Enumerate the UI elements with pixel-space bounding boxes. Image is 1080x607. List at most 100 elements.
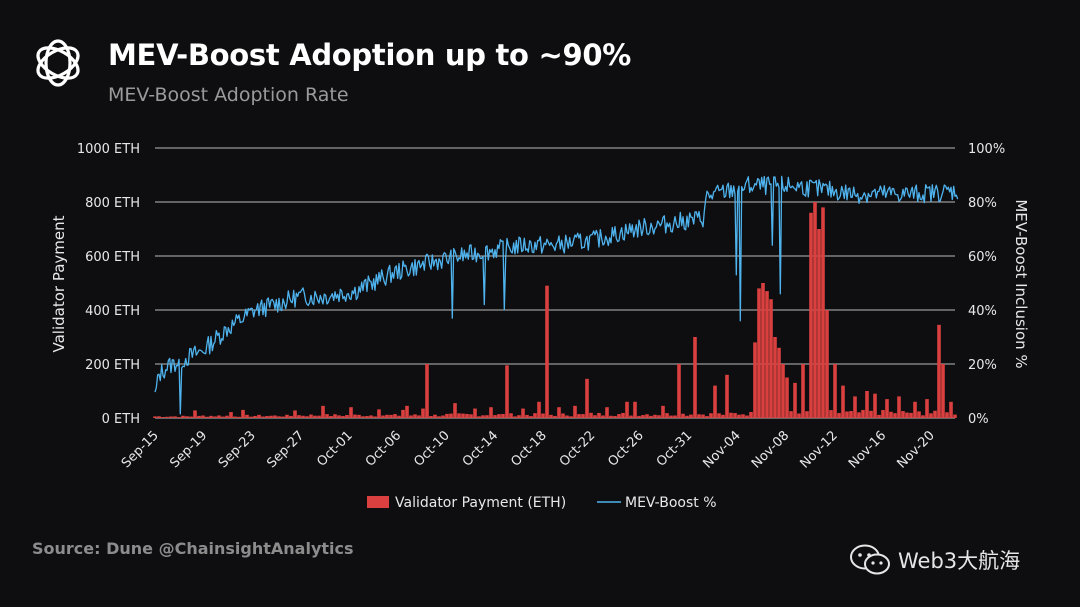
payment-bar bbox=[885, 399, 889, 418]
payment-bar bbox=[937, 324, 941, 418]
payment-bar bbox=[813, 202, 817, 418]
payment-bar bbox=[389, 414, 393, 418]
x-tick-label: Nov-04 bbox=[701, 428, 744, 471]
payment-bar bbox=[817, 229, 821, 418]
payment-bar bbox=[377, 409, 381, 418]
payment-bar bbox=[477, 416, 481, 418]
payment-bar bbox=[805, 411, 809, 418]
payment-bar bbox=[593, 415, 597, 418]
payment-bar bbox=[565, 415, 569, 418]
payment-bar bbox=[397, 415, 401, 418]
payment-bar bbox=[165, 416, 169, 418]
payment-bar bbox=[497, 414, 501, 418]
payment-bar bbox=[465, 413, 469, 418]
payment-bar bbox=[921, 415, 925, 418]
payment-bar bbox=[369, 415, 373, 418]
watermark: Web3大航海 bbox=[848, 542, 1020, 578]
payment-bar bbox=[373, 416, 377, 418]
x-tick-label: Sep-23 bbox=[216, 428, 259, 471]
payment-bar bbox=[865, 391, 869, 418]
payment-bar bbox=[765, 291, 769, 418]
payment-bar bbox=[393, 414, 397, 418]
payment-bar bbox=[649, 415, 653, 418]
payment-bar bbox=[761, 283, 765, 418]
payment-bar bbox=[257, 414, 261, 418]
payment-bar bbox=[201, 415, 205, 418]
payment-bar bbox=[277, 416, 281, 418]
payment-bar bbox=[481, 415, 485, 418]
payment-bar bbox=[541, 413, 545, 418]
payment-bar bbox=[953, 414, 957, 418]
payment-bar bbox=[685, 415, 689, 418]
payment-bar bbox=[289, 415, 293, 418]
payment-bar bbox=[905, 412, 909, 418]
payment-bar bbox=[901, 411, 905, 418]
payment-bar bbox=[385, 414, 389, 418]
payment-bar bbox=[269, 415, 273, 418]
payment-bar bbox=[613, 416, 617, 418]
chart-subtitle: MEV-Boost Adoption Rate bbox=[108, 84, 349, 106]
x-tick-label: Nov-16 bbox=[846, 428, 889, 471]
payment-bar bbox=[357, 414, 361, 418]
payment-bar bbox=[725, 374, 729, 418]
payment-bar bbox=[329, 416, 333, 418]
payment-bar bbox=[453, 403, 457, 418]
payment-bar bbox=[941, 364, 945, 418]
payment-bar bbox=[753, 342, 757, 418]
payment-bar bbox=[509, 413, 513, 418]
payment-bar bbox=[705, 416, 709, 418]
payment-bar bbox=[193, 410, 197, 418]
payment-bars bbox=[153, 202, 957, 418]
payment-bar bbox=[305, 416, 309, 418]
payment-bar bbox=[749, 412, 753, 418]
payment-bar bbox=[589, 412, 593, 418]
payment-bar bbox=[677, 364, 681, 418]
x-tick-label: Nov-12 bbox=[798, 428, 841, 471]
payment-bar bbox=[333, 414, 337, 418]
payment-bar bbox=[609, 415, 613, 418]
x-tick-label: Oct-06 bbox=[363, 428, 405, 470]
payment-bar bbox=[513, 416, 517, 418]
payment-bar bbox=[933, 410, 937, 418]
payment-bar bbox=[809, 212, 813, 418]
payment-bar bbox=[169, 416, 173, 418]
legend-label-mev: MEV-Boost % bbox=[625, 495, 717, 511]
payment-bar bbox=[537, 401, 541, 418]
x-tick-label: Oct-22 bbox=[557, 428, 599, 470]
mev-line-layer bbox=[154, 175, 959, 415]
payment-bar bbox=[633, 401, 637, 418]
payment-bar bbox=[405, 405, 409, 418]
payment-bar bbox=[297, 415, 301, 418]
payment-bar bbox=[197, 415, 201, 418]
payment-bar bbox=[701, 414, 705, 418]
payment-bar bbox=[945, 412, 949, 418]
aperture-logo-icon bbox=[36, 39, 80, 87]
payment-bar bbox=[413, 414, 417, 418]
payment-bar bbox=[189, 416, 193, 418]
y-axis-label: Validator Payment bbox=[50, 215, 68, 352]
payment-bar bbox=[249, 416, 253, 418]
payment-bar bbox=[273, 415, 277, 418]
y2-tick-label: 40% bbox=[968, 304, 997, 319]
x-tick-label: Oct-14 bbox=[460, 428, 502, 470]
payment-bar bbox=[533, 413, 537, 418]
payment-bar bbox=[853, 396, 857, 418]
payment-bar bbox=[489, 407, 493, 418]
payment-bar bbox=[669, 415, 673, 418]
payment-bar bbox=[409, 415, 413, 418]
y-tick-label: 200 ETH bbox=[85, 358, 140, 373]
payment-bar bbox=[877, 414, 881, 418]
payment-bar bbox=[913, 401, 917, 418]
payment-bar bbox=[253, 415, 257, 418]
x-tick-label: Oct-26 bbox=[605, 428, 647, 470]
wechat-icon bbox=[850, 544, 890, 575]
payment-bar bbox=[233, 416, 237, 418]
payment-bar bbox=[161, 417, 165, 418]
payment-bar bbox=[325, 414, 329, 418]
payment-bar bbox=[401, 409, 405, 418]
payment-bar bbox=[549, 414, 553, 418]
payment-bar bbox=[653, 414, 657, 418]
payment-bar bbox=[213, 416, 217, 418]
x-tick-label: Nov-08 bbox=[749, 428, 792, 471]
